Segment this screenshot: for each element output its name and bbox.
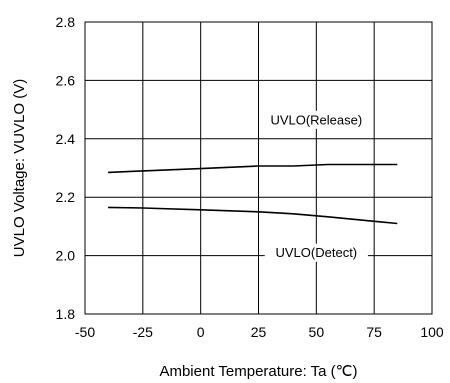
x-tick-label: -50 <box>75 324 95 340</box>
series-line <box>108 206 398 225</box>
x-axis-label: Ambient Temperature: Ta (℃) <box>159 363 357 380</box>
y-axis-label: UVLO Voltage: VUVLO (V) <box>11 79 28 257</box>
y-tick-label: 1.8 <box>56 306 76 322</box>
annotation-label: UVLO(Detect) <box>276 245 358 260</box>
y-tick-label: 2.0 <box>56 248 76 264</box>
x-tick-label: 0 <box>197 324 205 340</box>
annotation-layer: UVLO(Release) UVLO(Detect) <box>260 110 372 262</box>
y-tick-label: 2.4 <box>56 131 76 147</box>
y-tick-label: 2.2 <box>56 189 76 205</box>
y-tick-label: 2.8 <box>56 14 76 30</box>
x-tick-label: 50 <box>309 324 325 340</box>
x-tick-label: 25 <box>251 324 267 340</box>
x-tick-labels: -50 -25 0 25 50 75 100 <box>75 324 444 340</box>
annotation-backdrop <box>264 243 368 262</box>
series-line <box>108 163 398 174</box>
y-tick-label: 2.6 <box>56 72 76 88</box>
annotation-label: UVLO(Release) <box>270 112 362 127</box>
annotation-backdrop <box>260 110 372 129</box>
x-tick-label: 75 <box>366 324 382 340</box>
x-tick-label: -25 <box>133 324 153 340</box>
plot-frame <box>84 21 433 315</box>
grid-lines <box>85 22 432 314</box>
x-tick-label: 100 <box>420 324 444 340</box>
y-tick-labels: 1.8 2.0 2.2 2.4 2.6 2.8 <box>56 14 76 322</box>
series-layer <box>108 163 398 225</box>
